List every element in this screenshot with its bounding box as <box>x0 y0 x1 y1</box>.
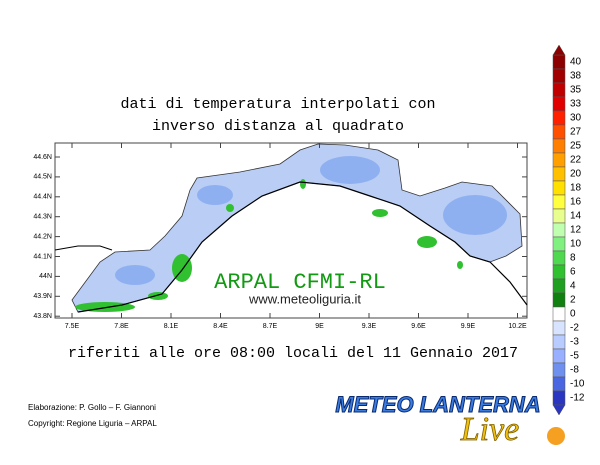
lon-label: 8.4E <box>213 323 228 330</box>
colorbar-label: 16 <box>570 197 582 208</box>
colorbar-label: 0 <box>570 309 576 320</box>
title-line: dati di temperatura interpolati con <box>120 96 435 113</box>
arrow-bottom <box>552 404 566 416</box>
colorbar-label: 22 <box>570 155 582 166</box>
color-cell <box>552 124 566 140</box>
color-cell <box>552 292 566 308</box>
lat-label: 44.3N <box>33 214 52 221</box>
colorbar-label: -2 <box>570 323 579 334</box>
colorbar-label: 2 <box>570 295 576 306</box>
colorbar-label: 12 <box>570 225 582 236</box>
colorbar-label: 10 <box>570 239 582 250</box>
colorbar-label: 8 <box>570 253 576 264</box>
lon-label: 8.1E <box>164 323 179 330</box>
color-cell <box>552 110 566 126</box>
lon-label: 7.8E <box>114 323 129 330</box>
colorbar-label: 18 <box>570 183 582 194</box>
color-cell <box>552 222 566 238</box>
lon-label: 10.2E <box>508 323 527 330</box>
color-cell <box>552 166 566 182</box>
color-cell <box>552 390 566 406</box>
caption: riferiti alle ore 08:00 locali del 11 Ge… <box>68 345 518 362</box>
color-cell <box>552 320 566 336</box>
colorbar-label: 20 <box>570 169 582 180</box>
arrow-top <box>552 44 566 56</box>
lat-label: 43.8N <box>33 313 52 320</box>
border <box>54 245 113 251</box>
color-cell <box>552 68 566 84</box>
colorbar-label: 4 <box>570 281 576 292</box>
color-cell <box>552 362 566 378</box>
color-cell <box>552 306 566 322</box>
colorbar-label: 33 <box>570 99 582 110</box>
logo-sun <box>547 427 565 445</box>
lon-label: 8.7E <box>263 323 278 330</box>
map <box>54 142 528 319</box>
colorbar-label: 38 <box>570 71 582 82</box>
color-cell <box>552 236 566 252</box>
lon-label: 9.3E <box>362 323 377 330</box>
colorbar-label: -8 <box>570 365 579 376</box>
lat-label: 44.2N <box>33 233 52 240</box>
lat-label: 44.5N <box>33 174 52 181</box>
color-cell <box>552 376 566 392</box>
colorbar-label: 6 <box>570 267 576 278</box>
coastline <box>77 181 528 313</box>
colorbar-label: -3 <box>570 337 579 348</box>
colorbar-label: 40 <box>570 57 582 68</box>
lat-label: 44N <box>39 273 52 280</box>
lat-label: 44.6N <box>33 154 52 161</box>
color-cell <box>552 138 566 154</box>
lon-label: 9.9E <box>461 323 476 330</box>
color-cell <box>552 348 566 364</box>
lon-label: 9E <box>315 323 324 330</box>
color-cell <box>552 264 566 280</box>
lon-label: 9.6E <box>411 323 426 330</box>
warm-patches <box>75 179 463 312</box>
logo-tagline: Live <box>460 411 520 448</box>
color-cell <box>552 250 566 266</box>
website: www.meteoliguria.it <box>248 291 361 306</box>
colorbar-label: -12 <box>570 393 585 404</box>
colorbar-label: -10 <box>570 379 585 390</box>
logo-name: METEO LANTERNA <box>335 392 540 417</box>
lat-label: 44.1N <box>33 253 52 260</box>
color-cell <box>552 152 566 168</box>
lat-label: 44.4N <box>33 194 52 201</box>
color-cell <box>552 194 566 210</box>
color-cell <box>552 96 566 112</box>
title-line: inverso distanza al quadrato <box>152 118 404 135</box>
colorbar-label: 14 <box>570 211 582 222</box>
colorbar-label: 25 <box>570 141 582 152</box>
cold-patches <box>115 156 507 285</box>
color-cell <box>552 208 566 224</box>
colorbar-label: 30 <box>570 113 582 124</box>
watermark: ARPAL CFMI-RL <box>214 270 386 295</box>
colorbar-label: 27 <box>570 127 582 138</box>
color-cell <box>552 278 566 294</box>
lon-label: 7.5E <box>65 323 80 330</box>
colorbar-label: 35 <box>570 85 582 96</box>
color-cell <box>552 334 566 350</box>
color-cell <box>552 180 566 196</box>
lat-label: 43.9N <box>33 293 52 300</box>
colorbar-label: -5 <box>570 351 579 362</box>
color-cell <box>552 54 566 70</box>
color-cell <box>552 82 566 98</box>
credit: Copyright: Regione Liguria – ARPAL <box>28 419 157 428</box>
credit: Elaborazione: P. Gollo – F. Giannoni <box>28 403 156 412</box>
